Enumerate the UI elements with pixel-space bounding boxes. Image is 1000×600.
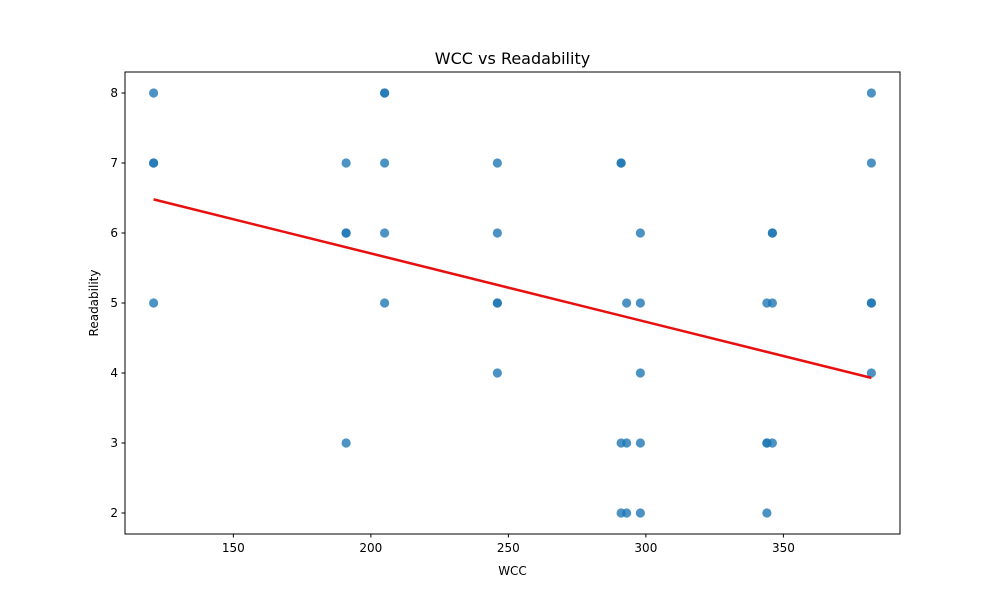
data-point <box>866 88 876 98</box>
trend-line <box>153 198 872 380</box>
x-tick-label: 250 <box>497 541 520 555</box>
y-axis-title: Readability <box>87 270 101 337</box>
plot-frame <box>124 71 901 535</box>
data-point <box>616 158 626 168</box>
data-point <box>380 228 390 238</box>
data-point <box>149 158 159 168</box>
y-tick-label: 3 <box>110 436 118 450</box>
data-point <box>380 88 390 98</box>
y-tick-label: 2 <box>110 506 118 520</box>
data-point <box>767 298 777 308</box>
y-tick-label: 7 <box>110 156 118 170</box>
data-point <box>492 158 502 168</box>
x-tick-label: 350 <box>772 541 795 555</box>
y-tick-label: 5 <box>110 296 118 310</box>
y-tick-label: 4 <box>110 366 118 380</box>
data-point <box>622 508 632 518</box>
data-point <box>866 298 876 308</box>
data-point <box>635 228 645 238</box>
data-point <box>635 508 645 518</box>
y-tick-label: 8 <box>110 86 118 100</box>
data-point <box>149 298 159 308</box>
data-point <box>622 298 632 308</box>
data-point <box>635 368 645 378</box>
data-point <box>492 368 502 378</box>
x-axis-title: WCC <box>498 564 527 578</box>
y-tick-label: 6 <box>110 226 118 240</box>
trendline-layer <box>153 198 872 380</box>
chart-title: WCC vs Readability <box>435 49 590 68</box>
data-point <box>341 228 351 238</box>
data-points <box>149 88 876 518</box>
data-point <box>341 438 351 448</box>
data-point <box>635 438 645 448</box>
data-point <box>380 298 390 308</box>
data-point <box>380 158 390 168</box>
ticks-layer: 150 200 250 300 350 2 3 4 5 6 7 8 <box>110 86 794 555</box>
x-tick-label: 200 <box>359 541 382 555</box>
x-tick-label: 300 <box>634 541 657 555</box>
data-point <box>767 228 777 238</box>
x-tick-label: 150 <box>222 541 245 555</box>
data-point <box>767 438 777 448</box>
data-point <box>492 298 502 308</box>
data-point <box>635 298 645 308</box>
data-point <box>622 438 632 448</box>
data-point <box>492 228 502 238</box>
data-point <box>341 158 351 168</box>
data-point <box>762 508 772 518</box>
data-point <box>866 158 876 168</box>
data-point <box>149 88 159 98</box>
data-point <box>866 368 876 378</box>
